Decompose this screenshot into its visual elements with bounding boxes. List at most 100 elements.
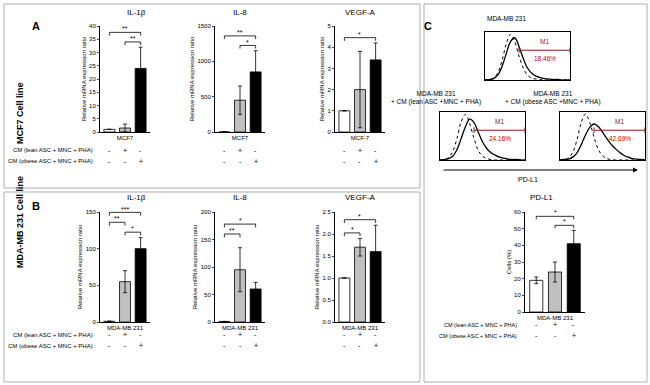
- svg-text:0.0: 0.0: [322, 319, 331, 325]
- svg-text:-: -: [139, 331, 142, 338]
- svg-text:0: 0: [92, 319, 96, 325]
- svg-text:+: +: [358, 331, 362, 338]
- svg-text:35: 35: [89, 36, 96, 42]
- svg-text:MDA-MB 231: MDA-MB 231: [222, 325, 259, 331]
- svg-text:+: +: [123, 331, 127, 338]
- svg-text:15: 15: [89, 89, 96, 95]
- svg-text:-: -: [108, 158, 111, 165]
- svg-text:10: 10: [89, 103, 96, 109]
- svg-text:50: 50: [204, 292, 211, 298]
- svg-text:1.0: 1.0: [322, 275, 331, 281]
- svg-text:*: *: [563, 218, 566, 225]
- svg-text:+: +: [139, 342, 143, 349]
- svg-text:-: -: [108, 342, 111, 349]
- svg-text:M1: M1: [495, 118, 504, 125]
- svg-text:100: 100: [201, 264, 212, 270]
- svg-text:PD-L1: PD-L1: [518, 176, 538, 183]
- svg-text:VEGF-A: VEGF-A: [345, 193, 375, 202]
- svg-text:-: -: [108, 147, 111, 154]
- svg-text:-: -: [374, 147, 377, 154]
- svg-text:2.5: 2.5: [322, 209, 331, 215]
- svg-text:-: -: [223, 331, 226, 338]
- svg-text:CM (obese ASC + MNC + PHA): CM (obese ASC + MNC + PHA): [8, 158, 93, 164]
- svg-text:Relative mRNA expression ratio: Relative mRNA expression ratio: [319, 36, 325, 121]
- svg-text:4: 4: [327, 44, 331, 50]
- svg-text:-: -: [343, 331, 346, 338]
- svg-text:Relative mRNA expression ratio: Relative mRNA expression ratio: [189, 36, 195, 121]
- svg-text:M1: M1: [540, 38, 549, 45]
- svg-text:42.69%: 42.69%: [609, 135, 631, 142]
- svg-text:C: C: [424, 20, 432, 32]
- svg-text:Relative mRNA expression ratio: Relative mRNA expression ratio: [81, 36, 87, 121]
- svg-text:50: 50: [514, 226, 521, 232]
- svg-text:0: 0: [517, 309, 521, 315]
- svg-text:+: +: [358, 147, 362, 154]
- svg-text:*: *: [131, 225, 134, 232]
- svg-text:-: -: [239, 342, 242, 349]
- svg-text:*: *: [358, 213, 361, 220]
- svg-text:*: *: [358, 31, 361, 38]
- svg-text:-: -: [343, 147, 346, 154]
- svg-text:***: ***: [121, 206, 129, 213]
- svg-text:2: 2: [327, 87, 331, 93]
- svg-text:MDA-MB 231: MDA-MB 231: [107, 325, 144, 331]
- svg-text:+: +: [238, 147, 242, 154]
- svg-text:-: -: [343, 342, 346, 349]
- svg-text:1: 1: [327, 108, 331, 114]
- svg-text:+: +: [139, 158, 143, 165]
- svg-text:30: 30: [514, 259, 521, 265]
- svg-text:Relative mRNA expression ratio: Relative mRNA expression ratio: [192, 224, 198, 309]
- svg-text:CM (obese ASC + MNC + PHA): CM (obese ASC + MNC + PHA): [8, 343, 93, 349]
- svg-text:MDA-MB 231: MDA-MB 231: [487, 15, 526, 22]
- svg-text:**: **: [237, 29, 243, 36]
- svg-text:MCF7: MCF7: [232, 135, 249, 141]
- svg-text:-: -: [108, 331, 111, 338]
- svg-text:1000: 1000: [197, 58, 211, 64]
- svg-text:MDA-MB 231+ CM (obese ASC +MNC: MDA-MB 231+ CM (obese ASC +MNC + PHA): [505, 90, 601, 106]
- svg-text:-: -: [535, 321, 538, 328]
- svg-text:50: 50: [89, 282, 96, 288]
- svg-text:5: 5: [327, 23, 331, 29]
- svg-text:+: +: [254, 158, 258, 165]
- svg-text:*: *: [239, 217, 242, 224]
- svg-text:MDA-MB 231: MDA-MB 231: [342, 325, 379, 331]
- svg-text:-: -: [554, 332, 557, 339]
- svg-text:-: -: [358, 158, 361, 165]
- svg-text:IL-8: IL-8: [233, 8, 247, 17]
- svg-text:+: +: [123, 147, 127, 154]
- svg-text:150: 150: [201, 237, 212, 243]
- svg-text:IL-1β: IL-1β: [127, 8, 146, 17]
- svg-text:*: *: [246, 39, 249, 46]
- svg-text:+: +: [553, 321, 557, 328]
- svg-text:*: *: [554, 209, 557, 216]
- svg-text:**: **: [122, 25, 128, 32]
- svg-text:18.46%: 18.46%: [534, 55, 556, 62]
- svg-text:MCF7 Cell line: MCF7 Cell line: [15, 82, 25, 144]
- svg-text:-: -: [239, 158, 242, 165]
- svg-text:100: 100: [86, 246, 97, 252]
- svg-text:-: -: [343, 158, 346, 165]
- svg-text:IL-1β: IL-1β: [127, 193, 146, 202]
- svg-text:B: B: [32, 200, 40, 212]
- svg-text:-: -: [572, 321, 575, 328]
- svg-text:-: -: [254, 331, 257, 338]
- svg-text:**: **: [130, 35, 136, 42]
- svg-text:CM (lean ASC + MNC + PHA): CM (lean ASC + MNC + PHA): [444, 322, 517, 328]
- svg-text:25: 25: [89, 63, 96, 69]
- svg-text:CM (lean ASC + MNC + PHA): CM (lean ASC + MNC + PHA): [13, 147, 93, 153]
- svg-text:40: 40: [514, 242, 521, 248]
- svg-text:IL-8: IL-8: [233, 193, 247, 202]
- svg-text:Relative mRNA expression ratio: Relative mRNA expression ratio: [314, 224, 320, 309]
- svg-text:-: -: [223, 342, 226, 349]
- svg-text:+: +: [254, 342, 258, 349]
- svg-text:A: A: [32, 20, 40, 32]
- svg-text:20: 20: [514, 276, 521, 282]
- svg-text:1500: 1500: [197, 23, 211, 29]
- svg-text:CM (lean ASC + MNC + PHA): CM (lean ASC + MNC + PHA): [13, 332, 93, 338]
- svg-text:MDA-MB 231 Cell line: MDA-MB 231 Cell line: [15, 176, 25, 268]
- svg-text:150: 150: [86, 209, 97, 215]
- svg-text:*: *: [351, 226, 354, 233]
- svg-text:VEGF-A: VEGF-A: [345, 8, 375, 17]
- svg-text:1.5: 1.5: [322, 253, 331, 259]
- svg-text:MDA-MB 231: MDA-MB 231: [537, 315, 574, 321]
